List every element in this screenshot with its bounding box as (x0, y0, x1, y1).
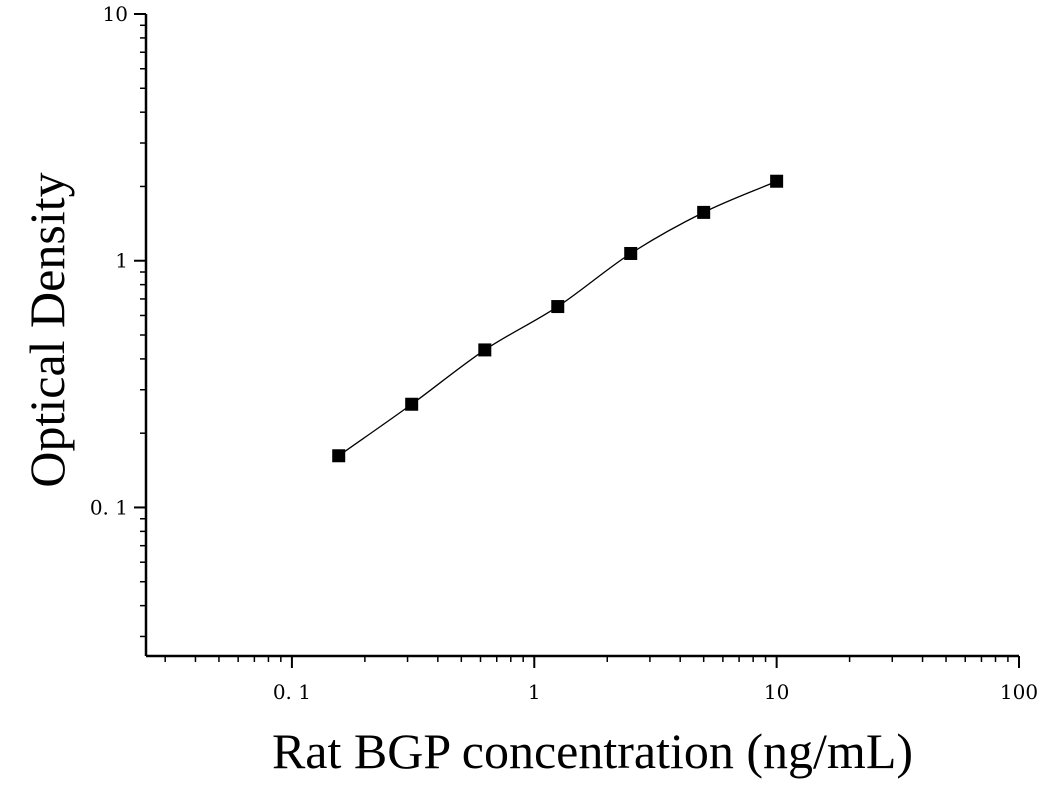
x-tick-label: 1 (528, 680, 541, 704)
x-tick-label: 10 (764, 680, 789, 704)
y-axis-title: Optical Density (19, 172, 75, 487)
x-axis-tick-labels: 0. 1 1 10 100 (273, 680, 1038, 704)
x-axis-ticks (164, 656, 1020, 668)
x-tick-label: 0. 1 (273, 680, 311, 704)
data-point (697, 205, 711, 219)
data-points (332, 174, 784, 463)
data-point (332, 449, 346, 463)
y-tick-label: 0. 1 (90, 495, 128, 519)
y-tick-label: 1 (115, 249, 128, 273)
x-tick-label: 100 (1000, 680, 1038, 704)
y-axis-tick-labels: 0. 1 1 10 (90, 2, 128, 519)
data-point (624, 246, 638, 260)
data-point (405, 397, 419, 411)
data-point (478, 343, 492, 357)
data-point (770, 174, 784, 188)
y-tick-label: 10 (103, 2, 128, 26)
fit-curve (338, 180, 777, 457)
x-axis-title: Rat BGP concentration (ng/mL) (272, 723, 913, 779)
data-point (551, 300, 565, 314)
axes: 0. 1 1 10 0. 1 1 10 100 (90, 2, 1038, 704)
y-axis-ticks (134, 13, 146, 638)
